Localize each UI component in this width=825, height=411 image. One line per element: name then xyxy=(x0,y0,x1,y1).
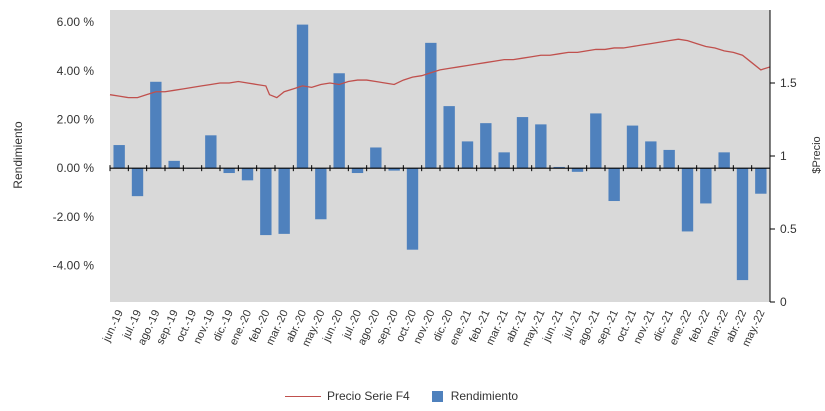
right-axis-ticks: 0 0.5 1 1.5 xyxy=(770,76,797,309)
y-axis-label: Rendimiento xyxy=(11,121,25,189)
legend-line-swatch xyxy=(285,395,321,397)
y2-tick-label: 0 xyxy=(780,295,787,309)
legend-label-rendimiento: Rendimiento xyxy=(450,389,519,403)
bar xyxy=(205,135,217,169)
bar xyxy=(480,123,492,169)
left-axis-ticks: -4.00 % -2.00 % 0.00 % 2.00 % 4.00 % 6.00 % xyxy=(53,15,95,272)
bar xyxy=(260,168,272,236)
bar xyxy=(645,141,657,169)
y-tick-label: 2.00 % xyxy=(57,113,95,127)
bar xyxy=(553,166,565,169)
bar xyxy=(571,168,584,172)
y2-tick-label: 1 xyxy=(780,149,787,163)
bar-series xyxy=(113,24,767,281)
y-tick-label: 0.00 % xyxy=(57,161,95,175)
legend-label-precio: Precio Serie F4 xyxy=(327,389,410,403)
bar xyxy=(333,73,345,169)
bar xyxy=(370,147,382,169)
bar xyxy=(150,81,162,169)
plot-area xyxy=(110,10,770,302)
bar xyxy=(443,106,455,169)
x-tick-label: jun.-19 xyxy=(100,308,126,344)
y-tick-label: -2.00 % xyxy=(53,210,95,224)
bar xyxy=(296,24,309,169)
bar xyxy=(388,168,400,171)
bar xyxy=(535,124,547,169)
bar xyxy=(406,168,419,250)
bar xyxy=(681,168,694,232)
bar xyxy=(461,141,474,169)
bar xyxy=(351,168,364,174)
bar xyxy=(315,168,327,220)
bar xyxy=(700,168,712,204)
bar xyxy=(241,168,254,181)
y-tick-label: 4.00 % xyxy=(57,64,95,78)
y2-tick-label: 1.5 xyxy=(780,76,797,90)
bar xyxy=(425,42,437,169)
y2-tick-label: 0.5 xyxy=(780,222,797,236)
bar xyxy=(168,160,180,169)
bar xyxy=(131,168,144,197)
bar xyxy=(498,152,510,169)
y-tick-label: -4.00 % xyxy=(53,259,95,273)
bar xyxy=(663,149,675,169)
bar xyxy=(626,125,639,169)
bar xyxy=(736,168,749,281)
y2-axis-label: $Precio xyxy=(811,136,823,173)
y-tick-label: 6.00 % xyxy=(57,15,95,29)
bar xyxy=(608,168,620,202)
legend-bar-swatch xyxy=(431,390,443,402)
bar xyxy=(516,117,529,169)
bar xyxy=(590,113,602,169)
price-line xyxy=(109,38,771,99)
bar xyxy=(718,152,730,169)
bar xyxy=(223,168,235,174)
bar xyxy=(755,168,767,194)
bar xyxy=(278,168,290,234)
legend: Precio Serie F4 Rendimiento xyxy=(285,386,518,406)
bar xyxy=(113,145,125,169)
